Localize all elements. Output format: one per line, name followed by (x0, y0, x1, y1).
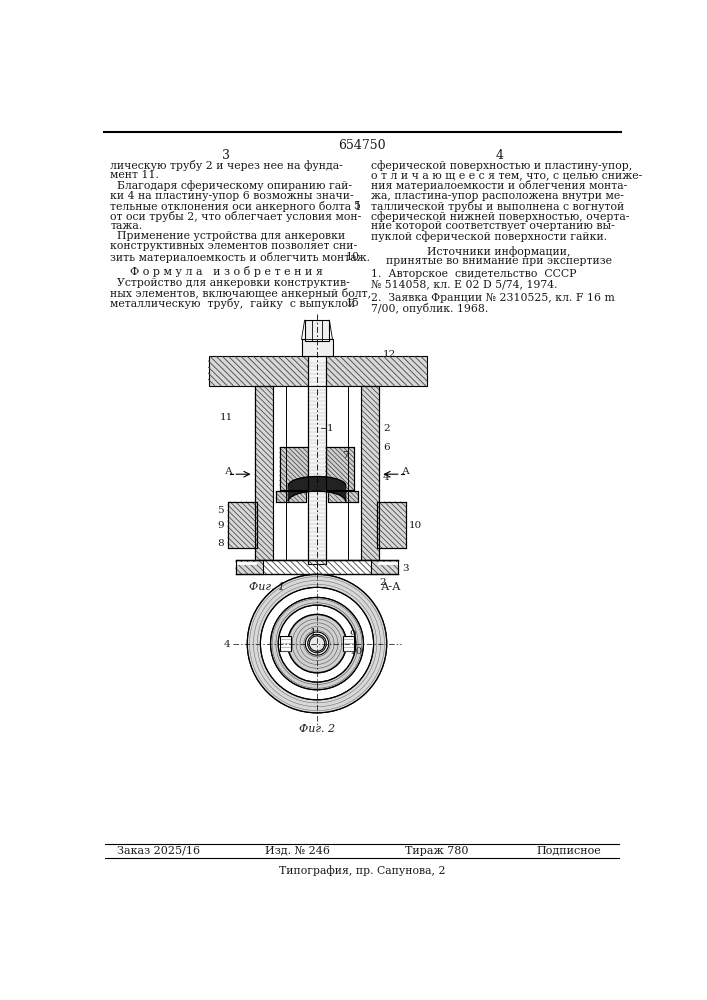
Text: Фиг. 1: Фиг. 1 (249, 582, 285, 592)
Text: зить материалоемкость и облегчить монтаж.: зить материалоемкость и облегчить монтаж… (110, 252, 370, 263)
Text: 5: 5 (353, 201, 360, 211)
Text: таллической трубы и выполнена с вогнутой: таллической трубы и выполнена с вогнутой (371, 201, 624, 212)
Bar (280, 447, 308, 490)
Text: 4: 4 (383, 473, 390, 482)
Polygon shape (288, 477, 346, 490)
Text: 1.  Авторское  свидетельство  СССР: 1. Авторское свидетельство СССР (371, 269, 577, 279)
Text: тельные отклонения оси анкерного болта 1: тельные отклонения оси анкерного болта 1 (110, 201, 362, 212)
Text: сферической поверхностью и пластину-упор,: сферической поверхностью и пластину-упор… (371, 160, 633, 171)
Text: Подписное: Подписное (537, 846, 601, 856)
Text: Ф о р м у л а   и з о б р е т е н и я: Ф о р м у л а и з о б р е т е н и я (130, 266, 323, 277)
Text: 5: 5 (217, 506, 224, 515)
Circle shape (309, 636, 325, 651)
Text: А: А (225, 467, 233, 476)
Text: 1: 1 (327, 424, 334, 433)
Circle shape (308, 634, 327, 653)
Bar (280, 636, 291, 651)
Text: 4: 4 (495, 149, 503, 162)
Text: 6: 6 (383, 443, 390, 452)
Text: 2: 2 (383, 424, 390, 433)
Text: 9: 9 (349, 630, 356, 639)
Text: 654750: 654750 (338, 139, 386, 152)
Text: Благодаря сферическому опиранию гай-: Благодаря сферическому опиранию гай- (110, 180, 352, 191)
Text: ки 4 на пластину-упор 6 возможны значи-: ки 4 на пластину-упор 6 возможны значи- (110, 191, 354, 201)
Text: Фиг. 2: Фиг. 2 (299, 724, 335, 734)
Text: 2.  Заявка Франции № 2310525, кл. F 16 m: 2. Заявка Франции № 2310525, кл. F 16 m (371, 293, 615, 303)
Text: Типография, пр. Сапунова, 2: Типография, пр. Сапунова, 2 (279, 865, 445, 876)
Text: 4: 4 (223, 640, 230, 649)
Text: сферической нижней поверхностью, очерта-: сферической нижней поверхностью, очерта- (371, 211, 630, 222)
Polygon shape (288, 491, 346, 501)
Text: 7/00, опублик. 1968.: 7/00, опублик. 1968. (371, 303, 489, 314)
Bar (276, 491, 306, 502)
Text: Источники информации,: Источники информации, (427, 246, 571, 257)
Bar (305, 320, 329, 341)
Text: Устройство для анкеровки конструктив-: Устройство для анкеровки конструктив- (110, 278, 350, 288)
Text: 10: 10 (349, 647, 363, 656)
Text: ных элементов, включающее анкерный болт,: ных элементов, включающее анкерный болт, (110, 288, 371, 299)
Text: 12: 12 (383, 350, 396, 359)
Text: А-А: А-А (380, 582, 401, 592)
Text: 8: 8 (217, 539, 224, 548)
Wedge shape (288, 614, 346, 673)
Bar (273, 386, 361, 560)
Text: от оси трубы 2, что облегчает условия мон-: от оси трубы 2, что облегчает условия мо… (110, 211, 361, 222)
Text: 2: 2 (380, 578, 387, 587)
Bar (377, 502, 406, 548)
Bar (263, 560, 371, 576)
Bar (255, 386, 273, 560)
Text: лическую трубу 2 и через нее на фунда-: лическую трубу 2 и через нее на фунда- (110, 160, 343, 171)
Text: А: А (402, 467, 409, 476)
Text: металлическую  трубу,  гайку  с выпуклой: металлическую трубу, гайку с выпуклой (110, 298, 356, 309)
Bar (325, 447, 354, 490)
Text: 10: 10 (346, 252, 360, 262)
Bar (308, 356, 325, 564)
Text: Изд. № 246: Изд. № 246 (265, 846, 330, 856)
Text: 11: 11 (220, 413, 233, 422)
Text: пуклой сферической поверхности гайки.: пуклой сферической поверхности гайки. (371, 231, 607, 242)
Text: 3: 3 (402, 564, 409, 573)
Text: № 514058, кл. Е 02 D 5/74, 1974.: № 514058, кл. Е 02 D 5/74, 1974. (371, 280, 558, 290)
Text: Заказ 2025/16: Заказ 2025/16 (117, 846, 199, 856)
Text: конструктивных элементов позволяет сни-: конструктивных элементов позволяет сни- (110, 241, 357, 251)
Text: 15: 15 (346, 298, 360, 308)
Text: 9: 9 (217, 521, 224, 530)
Text: тажа.: тажа. (110, 221, 142, 231)
Wedge shape (247, 574, 387, 713)
Wedge shape (271, 597, 363, 690)
Bar (209, 356, 427, 386)
Bar (228, 502, 257, 548)
Text: жа, пластина-упор расположена внутри ме-: жа, пластина-упор расположена внутри ме- (371, 191, 624, 201)
Bar (235, 560, 398, 574)
Text: 7: 7 (341, 451, 349, 460)
Text: Применение устройства для анкеровки: Применение устройства для анкеровки (110, 231, 345, 241)
Text: Тираж 780: Тираж 780 (405, 846, 469, 856)
Text: мент 11.: мент 11. (110, 170, 159, 180)
Text: ние которой соответствует очертанию вы-: ние которой соответствует очертанию вы- (371, 221, 615, 231)
Text: ния материалоемкости и облегчения монта-: ния материалоемкости и облегчения монта- (371, 180, 628, 191)
Text: принятые во внимание при экспертизе: принятые во внимание при экспертизе (386, 256, 612, 266)
Bar (328, 491, 358, 502)
Bar (344, 636, 354, 651)
Bar (301, 339, 332, 356)
Bar (361, 386, 379, 560)
Text: 10: 10 (409, 521, 421, 530)
Bar (308, 356, 325, 386)
Text: 3: 3 (222, 149, 230, 162)
Text: 1: 1 (310, 628, 317, 637)
Text: о т л и ч а ю щ е е с я тем, что, с целью сниже-: о т л и ч а ю щ е е с я тем, что, с цель… (371, 170, 643, 180)
